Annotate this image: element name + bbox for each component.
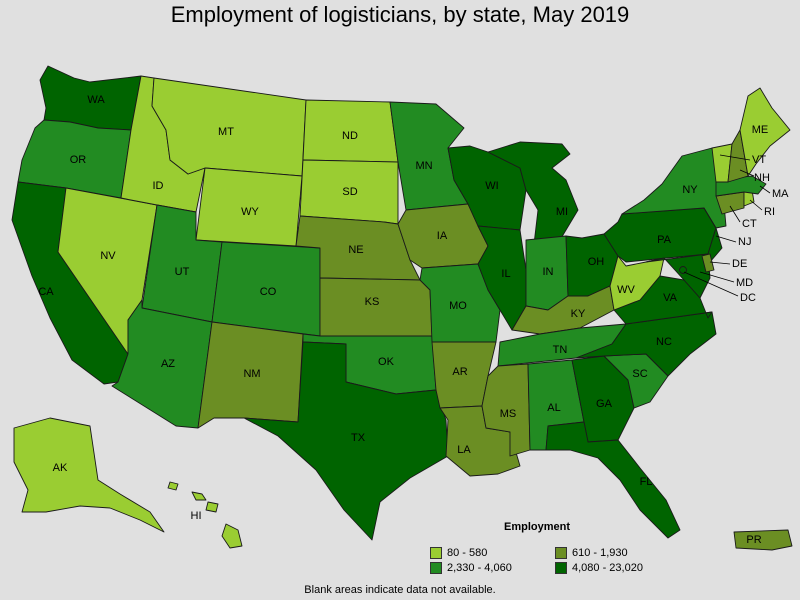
state-label-in: IN (543, 266, 554, 278)
state-label-la: LA (457, 444, 471, 456)
legend-swatch-4 (555, 562, 567, 574)
state-az[interactable] (111, 299, 213, 429)
state-label-ny: NY (682, 184, 698, 196)
state-label-nv: NV (100, 250, 116, 262)
state-label-nj: NJ (738, 236, 751, 248)
state-label-wy: WY (241, 206, 259, 218)
state-il[interactable] (477, 225, 527, 331)
state-md[interactable] (645, 253, 711, 299)
state-label-az: AZ (161, 358, 175, 370)
state-label-ak: AK (53, 462, 68, 474)
legend-swatch-2 (555, 547, 567, 559)
state-label-fl: FL (640, 476, 653, 488)
state-label-co: CO (260, 286, 277, 298)
legend-label-1: 80 - 580 (447, 547, 488, 559)
leader-line-de (709, 261, 731, 265)
state-label-sc: SC (632, 368, 647, 380)
legend-item-1: 80 - 580 (430, 547, 487, 559)
state-label-mt: MT (218, 126, 234, 138)
state-label-sd: SD (342, 186, 357, 198)
legend-label-3: 2,330 - 4,060 (447, 562, 512, 574)
state-label-ky: KY (571, 308, 586, 320)
state-label-ct: CT (742, 218, 757, 230)
state-label-md: MD (736, 277, 753, 289)
state-label-me: ME (752, 124, 769, 136)
leader-line-ct (729, 205, 741, 223)
legend-title: Employment (504, 521, 571, 533)
legend-label-2: 610 - 1,930 (572, 547, 628, 559)
state-me[interactable] (739, 87, 791, 177)
state-label-il: IL (501, 268, 510, 280)
state-label-ga: GA (596, 398, 613, 410)
leader-line-ri (749, 199, 763, 211)
state-dc[interactable] (679, 266, 687, 274)
state-label-wi: WI (485, 180, 498, 192)
leader-line-vt (719, 154, 751, 161)
state-label-ut: UT (175, 266, 190, 278)
state-tx[interactable] (243, 341, 449, 541)
state-label-ms: MS (500, 408, 517, 420)
state-label-pr: PR (746, 534, 761, 546)
state-label-pa: PA (657, 234, 672, 246)
state-label-hi: HI (191, 510, 202, 522)
state-hi[interactable] (221, 523, 243, 549)
state-label-mn: MN (415, 160, 432, 172)
state-label-de: DE (732, 258, 747, 270)
leader-line-nj (715, 235, 737, 243)
state-label-tx: TX (351, 432, 366, 444)
state-label-al: AL (547, 402, 560, 414)
leader-line-ma (759, 185, 771, 194)
state-fl[interactable] (545, 421, 681, 539)
state-label-id: ID (153, 180, 164, 192)
legend-item-4: 4,080 - 23,020 (555, 562, 643, 574)
state-label-oh: OH (588, 256, 605, 268)
legend-item-2: 610 - 1,930 (555, 547, 628, 559)
state-label-ar: AR (452, 366, 467, 378)
state-label-wa: WA (87, 94, 105, 106)
state-label-mo: MO (449, 300, 467, 312)
leader-line-nh (739, 169, 755, 177)
state-de[interactable] (701, 253, 715, 273)
state-label-nd: ND (342, 130, 358, 142)
legend-swatch-1 (430, 547, 442, 559)
state-label-wv: WV (617, 284, 635, 296)
state-hi-islands-3[interactable] (205, 501, 219, 513)
state-label-ma: MA (772, 188, 789, 200)
state-label-va: VA (663, 292, 678, 304)
state-label-ok: OK (378, 356, 395, 368)
legend-label-4: 4,080 - 23,020 (572, 562, 643, 574)
state-label-ia: IA (437, 230, 448, 242)
state-wi[interactable] (447, 145, 527, 231)
state-label-ne: NE (348, 244, 363, 256)
state-label-tn: TN (553, 344, 568, 356)
state-label-or: OR (70, 154, 87, 166)
leader-line-dc (683, 271, 739, 297)
legend-item-3: 2,330 - 4,060 (430, 562, 512, 574)
state-ms[interactable] (481, 363, 531, 457)
state-ak[interactable] (13, 417, 165, 533)
state-hi-islands[interactable] (167, 481, 179, 491)
map-title: Employment of logisticians, by state, Ma… (170, 2, 630, 27)
legend-swatch-3 (430, 562, 442, 574)
state-label-ca: CA (38, 286, 54, 298)
state-label-nc: NC (656, 336, 672, 348)
state-pr[interactable] (733, 529, 793, 551)
state-label-mi: MI (556, 206, 568, 218)
state-label-nh: NH (754, 172, 770, 184)
state-label-ri: RI (764, 206, 775, 218)
footnote: Blank areas indicate data not available. (304, 584, 496, 596)
leader-line-md (699, 271, 735, 283)
state-label-vt: VT (752, 154, 766, 166)
state-label-nm: NM (243, 368, 260, 380)
state-hi-islands-2[interactable] (191, 491, 207, 501)
state-mi[interactable] (487, 141, 579, 245)
state-label-ks: KS (365, 296, 380, 308)
state-label-dc: DC (740, 292, 756, 304)
